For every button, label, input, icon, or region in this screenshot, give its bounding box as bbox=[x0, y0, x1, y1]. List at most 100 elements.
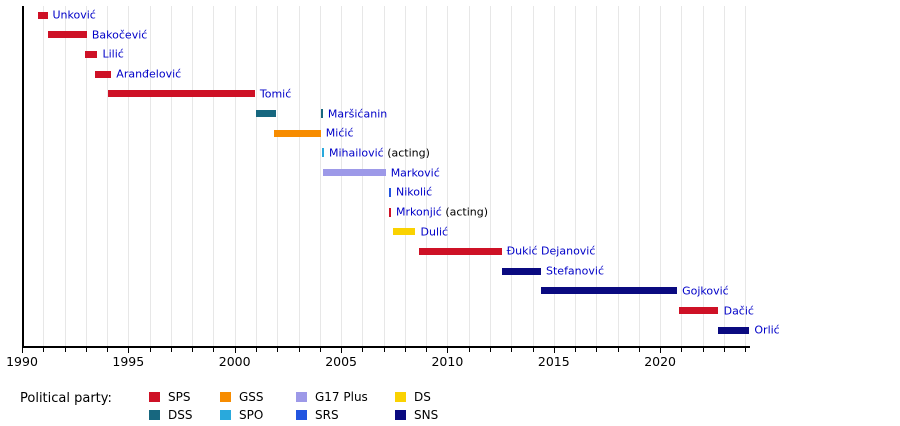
y-axis-line bbox=[22, 6, 24, 348]
legend-swatch-srs bbox=[296, 410, 307, 420]
axis-tick-2013 bbox=[511, 348, 513, 352]
legend-label-spo: SPO bbox=[239, 408, 264, 422]
legend-label-sps: SPS bbox=[168, 390, 191, 404]
person-label-mrkonjić: Mrkonjić (acting) bbox=[396, 207, 488, 218]
gridline-year-1996 bbox=[149, 6, 151, 346]
person-label-mićić: Mićić bbox=[326, 128, 354, 139]
term-bar-unković bbox=[38, 11, 48, 19]
term-bar-aranđelović bbox=[95, 70, 112, 78]
axis-label-2015: 2015 bbox=[537, 354, 570, 369]
axis-tick-2011 bbox=[468, 348, 470, 352]
gridline-year-2012 bbox=[489, 6, 491, 346]
gridline-year-2016 bbox=[575, 6, 576, 346]
gridline-year-2003 bbox=[298, 6, 300, 346]
axis-tick-1996 bbox=[149, 348, 151, 352]
person-label-marković: Marković bbox=[391, 167, 440, 178]
acting-suffix: (acting) bbox=[383, 146, 430, 160]
person-name: Aranđelović bbox=[116, 67, 182, 81]
gridline-year-1997 bbox=[170, 6, 172, 346]
person-name: Mićić bbox=[325, 126, 354, 140]
person-name: Marković bbox=[390, 166, 440, 180]
legend-label-sns: SNS bbox=[414, 408, 439, 422]
term-bar-tomić bbox=[108, 90, 255, 98]
person-name: Maršićanin bbox=[327, 107, 388, 120]
gridline-year-2022 bbox=[702, 6, 704, 346]
person-name: Gojković bbox=[682, 284, 729, 298]
person-label-aranđelović: Aranđelović bbox=[116, 69, 181, 80]
term-tick-nikolić bbox=[389, 187, 391, 197]
legend-label-g17-plus: G17 Plus bbox=[315, 390, 368, 404]
person-label-nikolić: Nikolić bbox=[396, 187, 432, 198]
person-name: Lilić bbox=[102, 47, 124, 61]
gridline-year-2015 bbox=[553, 6, 555, 346]
legend-label-srs: SRS bbox=[315, 408, 339, 422]
gridline-year-2018 bbox=[617, 6, 619, 346]
legend-title: Political party: bbox=[20, 391, 112, 406]
term-bar-marković bbox=[323, 169, 386, 177]
axis-tick-1993 bbox=[85, 348, 87, 352]
axis-tick-2016 bbox=[575, 348, 576, 352]
gridline-year-2017 bbox=[596, 6, 598, 346]
gridline-year-2008 bbox=[404, 6, 406, 346]
axis-tick-1994 bbox=[107, 348, 109, 352]
axis-label-2020: 2020 bbox=[644, 354, 676, 369]
person-label-mihailović: Mihailović (acting) bbox=[329, 147, 430, 158]
legend-swatch-sns bbox=[395, 410, 406, 420]
term-bar-đukić-dejanović bbox=[418, 247, 502, 255]
legend-swatch-ds bbox=[395, 392, 406, 402]
axis-tick-1990 bbox=[22, 348, 23, 353]
axis-label-2010: 2010 bbox=[431, 354, 464, 369]
legend-label-gss: GSS bbox=[239, 390, 264, 404]
person-label-dačić: Dačić bbox=[724, 305, 754, 316]
term-bar-dačić bbox=[679, 307, 719, 314]
gridline-year-2004 bbox=[319, 6, 321, 346]
gridline-year-1993 bbox=[85, 6, 87, 346]
gridline-year-2024 bbox=[745, 6, 747, 346]
person-label-gojković: Gojković bbox=[682, 285, 729, 296]
acting-suffix: (acting) bbox=[441, 205, 489, 219]
party-legend: Political party: SPS DSS GSS SPO G17 Plus SRS… bbox=[0, 384, 900, 426]
axis-tick-1998 bbox=[192, 348, 194, 352]
axis-tick-2023 bbox=[723, 348, 725, 352]
person-name: Dačić bbox=[723, 304, 754, 317]
term-tick-maršićanin bbox=[320, 109, 323, 118]
term-bar-maršićanin bbox=[256, 110, 277, 117]
gridline-year-2010 bbox=[447, 6, 449, 346]
axis-tick-2020 bbox=[660, 348, 662, 353]
axis-tick-2004 bbox=[319, 348, 321, 352]
axis-label-1995: 1995 bbox=[112, 354, 145, 369]
axis-tick-2024 bbox=[745, 348, 747, 352]
person-label-tomić: Tomić bbox=[260, 88, 291, 99]
person-label-stefanović: Stefanović bbox=[546, 266, 604, 277]
axis-label-2000: 2000 bbox=[218, 354, 251, 369]
axis-tick-2000 bbox=[234, 348, 236, 353]
gridline-year-2020 bbox=[660, 6, 662, 346]
legend-label-ds: DS bbox=[414, 390, 431, 404]
person-label-bakočević: Bakočević bbox=[92, 29, 147, 40]
person-label-dulić: Dulić bbox=[421, 226, 449, 237]
gridline-year-1995 bbox=[128, 6, 130, 346]
axis-tick-1992 bbox=[64, 348, 66, 352]
legend-swatch-dss bbox=[149, 410, 160, 420]
axis-tick-2009 bbox=[426, 348, 428, 352]
gridline-year-2021 bbox=[681, 6, 683, 346]
term-bar-mićić bbox=[274, 129, 321, 137]
gridline-year-1999 bbox=[213, 6, 215, 346]
axis-tick-2012 bbox=[489, 348, 491, 352]
term-bar-bakočević bbox=[47, 31, 87, 39]
axis-tick-2019 bbox=[638, 348, 640, 352]
person-label-lilić: Lilić bbox=[103, 49, 124, 60]
person-name: Mrkonjić bbox=[396, 205, 442, 219]
axis-tick-2017 bbox=[596, 348, 598, 352]
x-axis-line bbox=[22, 346, 751, 348]
gridline-year-1991 bbox=[43, 6, 45, 346]
term-tick-mrkonjić bbox=[389, 207, 391, 217]
person-name: Tomić bbox=[259, 87, 292, 101]
gridline-year-2013 bbox=[511, 6, 513, 346]
axis-tick-2005 bbox=[341, 348, 343, 353]
person-name: Orlić bbox=[754, 323, 780, 337]
axis-tick-2007 bbox=[383, 348, 385, 352]
gridline-year-2000 bbox=[234, 6, 236, 346]
gridline-year-2001 bbox=[256, 6, 257, 346]
